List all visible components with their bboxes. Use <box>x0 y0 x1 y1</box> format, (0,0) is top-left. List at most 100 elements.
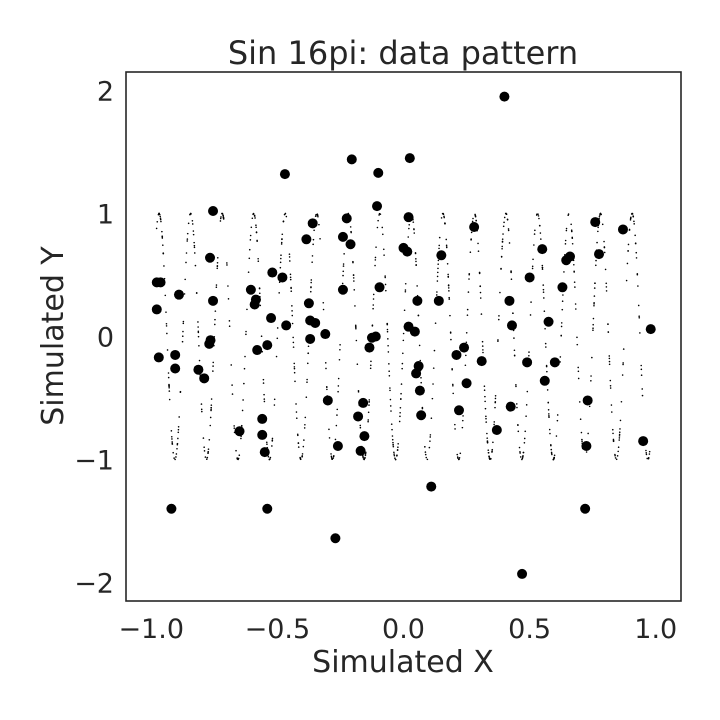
scatter-point <box>436 250 447 261</box>
curve-point <box>458 456 461 459</box>
curve-point <box>291 322 294 325</box>
curve-point <box>485 421 488 423</box>
curve-point <box>407 236 410 238</box>
curve-point <box>607 331 610 333</box>
curve-point <box>189 213 191 215</box>
curve-point <box>555 435 558 437</box>
curve-point <box>537 215 540 217</box>
curve-point <box>235 449 237 452</box>
scatter-point <box>358 397 369 408</box>
scatter-point <box>307 218 318 229</box>
curve-point <box>326 386 328 389</box>
curve-point <box>480 313 483 315</box>
curve-point <box>290 290 293 293</box>
curve-point <box>257 257 259 260</box>
scatter-point <box>245 284 256 295</box>
curve-point <box>205 458 208 461</box>
curve-point <box>342 265 345 267</box>
curve-point <box>207 452 209 455</box>
curve-point <box>170 435 173 438</box>
curve-point <box>186 238 189 240</box>
curve-point <box>279 266 282 269</box>
curve-point <box>456 453 459 456</box>
curve-point <box>408 223 411 226</box>
curve-point <box>275 355 278 358</box>
curve-point <box>543 297 545 299</box>
curve-point <box>369 367 372 370</box>
curve-point <box>372 293 375 296</box>
curve-point <box>330 455 333 458</box>
scatter-point <box>416 410 427 421</box>
curve-point <box>516 406 518 409</box>
curve-point <box>431 397 434 400</box>
curve-point <box>318 223 320 226</box>
curve-point <box>227 285 229 287</box>
curve-point <box>428 446 431 449</box>
curve-point <box>546 389 549 391</box>
curve-point <box>413 232 416 234</box>
curve-point <box>382 233 384 236</box>
curve-point <box>389 387 391 389</box>
curve-point <box>451 368 453 370</box>
curve-point <box>637 304 640 307</box>
curve-point <box>315 213 317 216</box>
curve-point <box>544 327 546 330</box>
curve-point <box>328 437 331 439</box>
y-tick-label: −2 <box>74 569 114 600</box>
curve-point <box>614 457 617 459</box>
scatter-point <box>522 357 533 368</box>
curve-point <box>610 404 613 406</box>
curve-point <box>359 424 362 427</box>
curve-point <box>171 438 173 440</box>
curve-point <box>227 298 230 300</box>
curve-point <box>513 349 516 352</box>
curve-point <box>393 454 396 457</box>
curve-point <box>335 424 338 427</box>
curve-point <box>424 446 426 448</box>
curve-point <box>537 213 539 215</box>
curve-point <box>195 292 198 294</box>
curve-point <box>522 451 525 454</box>
curve-point <box>506 218 509 221</box>
curve-point <box>310 279 313 281</box>
curve-point <box>311 261 313 263</box>
curve-point <box>497 340 499 342</box>
curve-point <box>570 229 573 231</box>
curve-point <box>633 220 635 223</box>
curve-point <box>238 454 241 457</box>
scatter-point <box>402 246 413 257</box>
curve-point <box>376 226 379 229</box>
curve-point <box>213 323 216 326</box>
curve-point <box>330 453 332 455</box>
curve-point <box>522 455 524 457</box>
curve-point <box>295 417 298 420</box>
curve-point <box>577 377 580 380</box>
scatter-point <box>433 295 444 306</box>
curve-point <box>523 442 526 444</box>
y-tick-label: 2 <box>97 76 114 107</box>
curve-point <box>512 312 514 314</box>
curve-point <box>626 262 629 265</box>
curve-point <box>438 236 441 239</box>
curve-point <box>159 218 162 221</box>
curve-point <box>194 264 197 267</box>
curve-point <box>279 261 282 264</box>
curve-point <box>634 234 636 237</box>
curve-point <box>285 215 288 218</box>
curve-point <box>312 243 314 246</box>
curve-point <box>291 310 293 312</box>
curve-point <box>171 441 173 443</box>
curve-point <box>187 222 190 225</box>
curve-point <box>210 406 212 409</box>
scatter-point <box>252 345 263 356</box>
curve-point <box>230 364 233 366</box>
curve-point <box>354 305 356 307</box>
curve-point <box>542 291 545 293</box>
curve-point <box>374 256 377 259</box>
scatter-point <box>257 413 268 424</box>
curve-point <box>617 446 620 449</box>
curve-point <box>550 444 552 446</box>
curve-point <box>556 419 559 422</box>
curve-point <box>515 385 517 388</box>
curve-point <box>352 261 354 264</box>
